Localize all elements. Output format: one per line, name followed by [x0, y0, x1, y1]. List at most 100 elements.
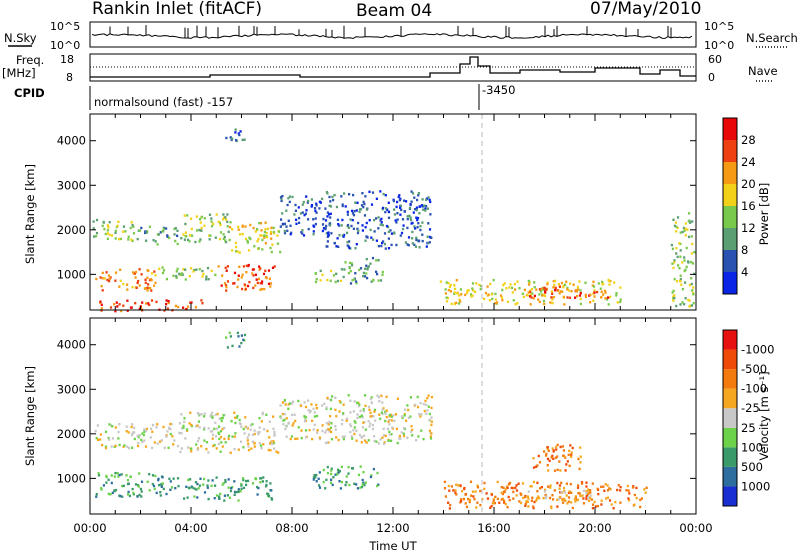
echo-cell — [234, 131, 237, 134]
echo-cell — [225, 218, 228, 221]
echo-cell — [189, 301, 192, 304]
echo-cell — [516, 280, 519, 283]
echo-cell — [417, 194, 420, 197]
echo-cell — [109, 424, 113, 427]
cpid-text-2: -3450 — [482, 83, 515, 97]
echo-cell — [223, 282, 227, 285]
echo-cell — [522, 496, 525, 500]
echo-cell — [305, 195, 308, 198]
echo-cell — [382, 407, 385, 410]
echo-cell — [409, 203, 412, 206]
echo-cell — [415, 236, 418, 239]
echo-cell — [380, 279, 383, 282]
echo-cell — [185, 307, 188, 311]
echo-cell — [563, 283, 567, 286]
echo-cell — [470, 494, 473, 497]
echo-cell — [365, 441, 368, 444]
echo-cell — [190, 447, 193, 450]
echo-cell — [602, 293, 605, 296]
echo-cell — [418, 239, 421, 242]
echo-cell — [570, 453, 573, 456]
echo-cell — [244, 225, 247, 228]
echo-cell — [324, 431, 327, 434]
echo-cell — [426, 235, 429, 238]
echo-cell — [577, 484, 580, 487]
echo-cell — [340, 423, 344, 426]
echo-cell — [305, 209, 308, 212]
echo-cell — [616, 301, 619, 304]
echo-cell — [265, 485, 268, 488]
echo-cell — [101, 443, 104, 447]
echo-cell — [387, 230, 390, 233]
echo-cell — [134, 276, 137, 279]
echo-cell — [258, 441, 261, 445]
echo-cell — [522, 295, 525, 299]
echo-cell — [591, 507, 594, 510]
echo-cell — [190, 217, 193, 220]
echo-cell — [256, 240, 259, 243]
echo-cell — [406, 243, 409, 246]
echo-cell — [273, 434, 276, 437]
echo-cell — [238, 345, 241, 348]
echo-cell — [518, 500, 521, 503]
echo-cell — [355, 209, 358, 212]
echo-cell — [327, 423, 330, 426]
echo-cell — [387, 201, 390, 204]
echo-cell — [253, 429, 256, 432]
echo-cell — [197, 437, 201, 440]
echo-cell — [240, 482, 243, 486]
echo-cell — [326, 235, 329, 238]
echo-cell — [464, 293, 467, 297]
echo-cell — [289, 224, 292, 227]
echo-cell — [453, 284, 456, 287]
echo-cell — [547, 449, 550, 452]
echo-cell — [530, 296, 533, 299]
echo-cell — [237, 490, 240, 493]
echo-cell — [413, 243, 416, 246]
echo-cell — [491, 297, 494, 301]
echo-cell — [162, 425, 165, 429]
echo-cell — [345, 419, 348, 422]
echo-cell — [214, 413, 217, 417]
echo-cell — [373, 410, 376, 413]
echo-cell — [390, 415, 393, 418]
echo-cell — [592, 299, 595, 302]
echo-cell — [337, 438, 340, 442]
echo-cell — [297, 206, 300, 209]
echo-cell — [162, 487, 165, 491]
echo-cell — [347, 226, 350, 229]
echo-cell — [349, 423, 352, 426]
echo-cell — [257, 247, 260, 250]
echo-cell — [259, 444, 263, 447]
echo-cell — [326, 278, 329, 282]
echo-cell — [215, 427, 219, 430]
echo-cell — [680, 283, 683, 286]
echo-cell — [361, 229, 364, 232]
echo-cell — [160, 439, 163, 442]
echo-cell — [111, 425, 114, 428]
echo-cell — [223, 437, 226, 441]
echo-cell — [272, 441, 276, 445]
colorbar-tick-label: -100 — [741, 382, 767, 396]
echo-cell — [338, 410, 341, 413]
echo-cell — [546, 283, 549, 286]
echo-cell — [372, 467, 375, 471]
echo-cell — [673, 294, 676, 297]
echo-cell — [501, 497, 504, 501]
y-tick-label: 4000 — [57, 134, 86, 148]
echo-cell — [100, 488, 103, 491]
echo-cell — [226, 213, 229, 216]
echo-cell — [219, 231, 223, 234]
echo-cell — [224, 216, 227, 219]
echo-cell — [316, 414, 319, 418]
echo-cell — [639, 505, 642, 509]
echo-cell — [474, 290, 477, 293]
echo-cell — [158, 267, 161, 270]
echo-cell — [469, 293, 473, 296]
echo-cell — [536, 464, 539, 467]
echo-cell — [377, 395, 380, 399]
echo-cell — [529, 303, 532, 306]
echo-cell — [448, 489, 451, 492]
echo-cell — [567, 453, 570, 456]
echo-cell — [454, 287, 457, 291]
